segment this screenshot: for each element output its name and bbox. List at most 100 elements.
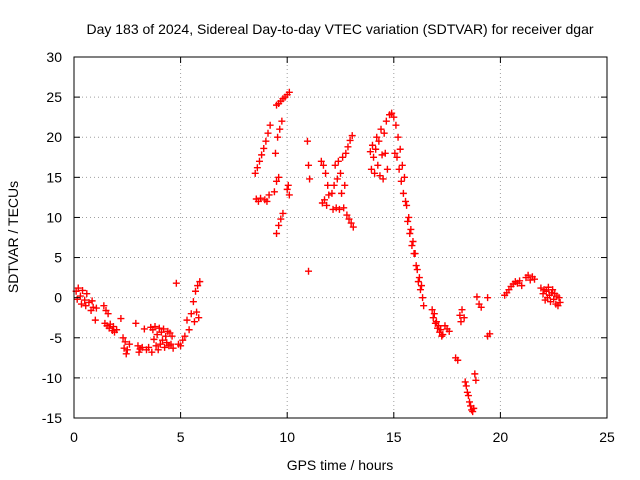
data-point xyxy=(460,314,468,322)
data-point xyxy=(344,143,352,151)
data-point xyxy=(420,302,428,310)
data-point xyxy=(370,153,378,161)
data-point xyxy=(461,378,469,386)
data-point xyxy=(542,287,550,295)
data-point xyxy=(345,215,353,223)
data-point xyxy=(516,277,524,285)
data-point xyxy=(405,213,413,221)
data-point xyxy=(471,370,479,378)
data-point xyxy=(274,133,282,141)
data-point xyxy=(168,332,176,340)
data-point xyxy=(333,175,341,183)
data-point xyxy=(257,194,265,202)
y-tick-label: 30 xyxy=(46,49,62,65)
data-point xyxy=(348,132,356,140)
data-point xyxy=(465,398,473,406)
data-point xyxy=(408,242,416,250)
data-point xyxy=(555,294,563,302)
data-point xyxy=(375,137,383,145)
data-point xyxy=(486,330,494,338)
data-point xyxy=(73,295,81,303)
data-point xyxy=(397,177,405,185)
data-point xyxy=(285,88,293,96)
data-point xyxy=(339,153,347,161)
plot-frame xyxy=(73,56,608,419)
data-point xyxy=(407,225,415,233)
data-point xyxy=(82,302,90,310)
data-point xyxy=(160,325,168,333)
data-point xyxy=(391,149,399,157)
data-point xyxy=(428,306,436,314)
data-point xyxy=(550,295,558,303)
y-tick-label: 15 xyxy=(46,169,62,185)
data-point xyxy=(303,137,311,145)
data-point xyxy=(119,334,127,342)
data-point xyxy=(263,197,271,205)
data-point xyxy=(109,323,117,331)
data-points xyxy=(72,88,564,416)
y-tick-label: 20 xyxy=(46,129,62,145)
data-point xyxy=(275,221,283,229)
data-point xyxy=(273,177,281,185)
data-point xyxy=(305,161,313,169)
data-point xyxy=(398,161,406,169)
data-point xyxy=(277,215,285,223)
data-point xyxy=(454,356,462,364)
data-point xyxy=(151,323,159,331)
data-point xyxy=(548,289,556,297)
data-point xyxy=(404,217,412,225)
data-point xyxy=(276,125,284,133)
x-axis-label: GPS time / hours xyxy=(287,457,394,473)
data-point xyxy=(120,344,128,352)
data-point xyxy=(373,133,381,141)
data-point xyxy=(117,315,125,323)
data-point xyxy=(445,327,453,335)
data-point xyxy=(148,348,156,356)
data-point xyxy=(275,173,283,181)
data-point xyxy=(113,326,121,334)
data-point xyxy=(172,279,180,287)
data-point xyxy=(349,223,357,231)
data-point xyxy=(432,318,440,326)
data-point xyxy=(260,144,268,152)
data-point xyxy=(321,196,329,204)
data-point xyxy=(273,229,281,237)
data-point xyxy=(379,175,387,183)
y-tick-label: -5 xyxy=(50,330,63,346)
x-tick-label: 0 xyxy=(70,429,78,445)
data-point xyxy=(150,335,158,343)
data-point xyxy=(265,191,273,199)
data-point xyxy=(342,149,350,157)
data-point xyxy=(89,303,97,311)
data-point xyxy=(279,209,287,217)
data-point xyxy=(457,318,465,326)
data-point xyxy=(317,157,325,165)
data-point xyxy=(430,310,438,318)
data-point xyxy=(278,117,286,125)
data-point xyxy=(390,113,398,121)
data-point xyxy=(347,219,355,227)
data-point xyxy=(79,286,87,294)
data-point xyxy=(104,310,112,318)
data-point xyxy=(258,151,266,159)
y-tick-label: -15 xyxy=(42,410,62,426)
data-point xyxy=(531,275,539,283)
data-point xyxy=(380,129,388,137)
data-point xyxy=(325,191,333,199)
data-point xyxy=(266,121,274,129)
data-point xyxy=(122,350,130,358)
y-tick-label: 10 xyxy=(46,209,62,225)
data-point xyxy=(331,161,339,169)
data-point xyxy=(195,314,203,322)
data-point xyxy=(181,332,189,340)
data-point xyxy=(262,137,270,145)
data-point xyxy=(337,169,344,177)
data-point xyxy=(409,238,417,246)
x-tick-label: 25 xyxy=(599,429,615,445)
data-point xyxy=(194,282,202,290)
data-point xyxy=(305,267,313,275)
data-point xyxy=(395,165,403,173)
data-point xyxy=(329,205,337,213)
data-point xyxy=(429,314,437,322)
data-point xyxy=(271,149,279,157)
